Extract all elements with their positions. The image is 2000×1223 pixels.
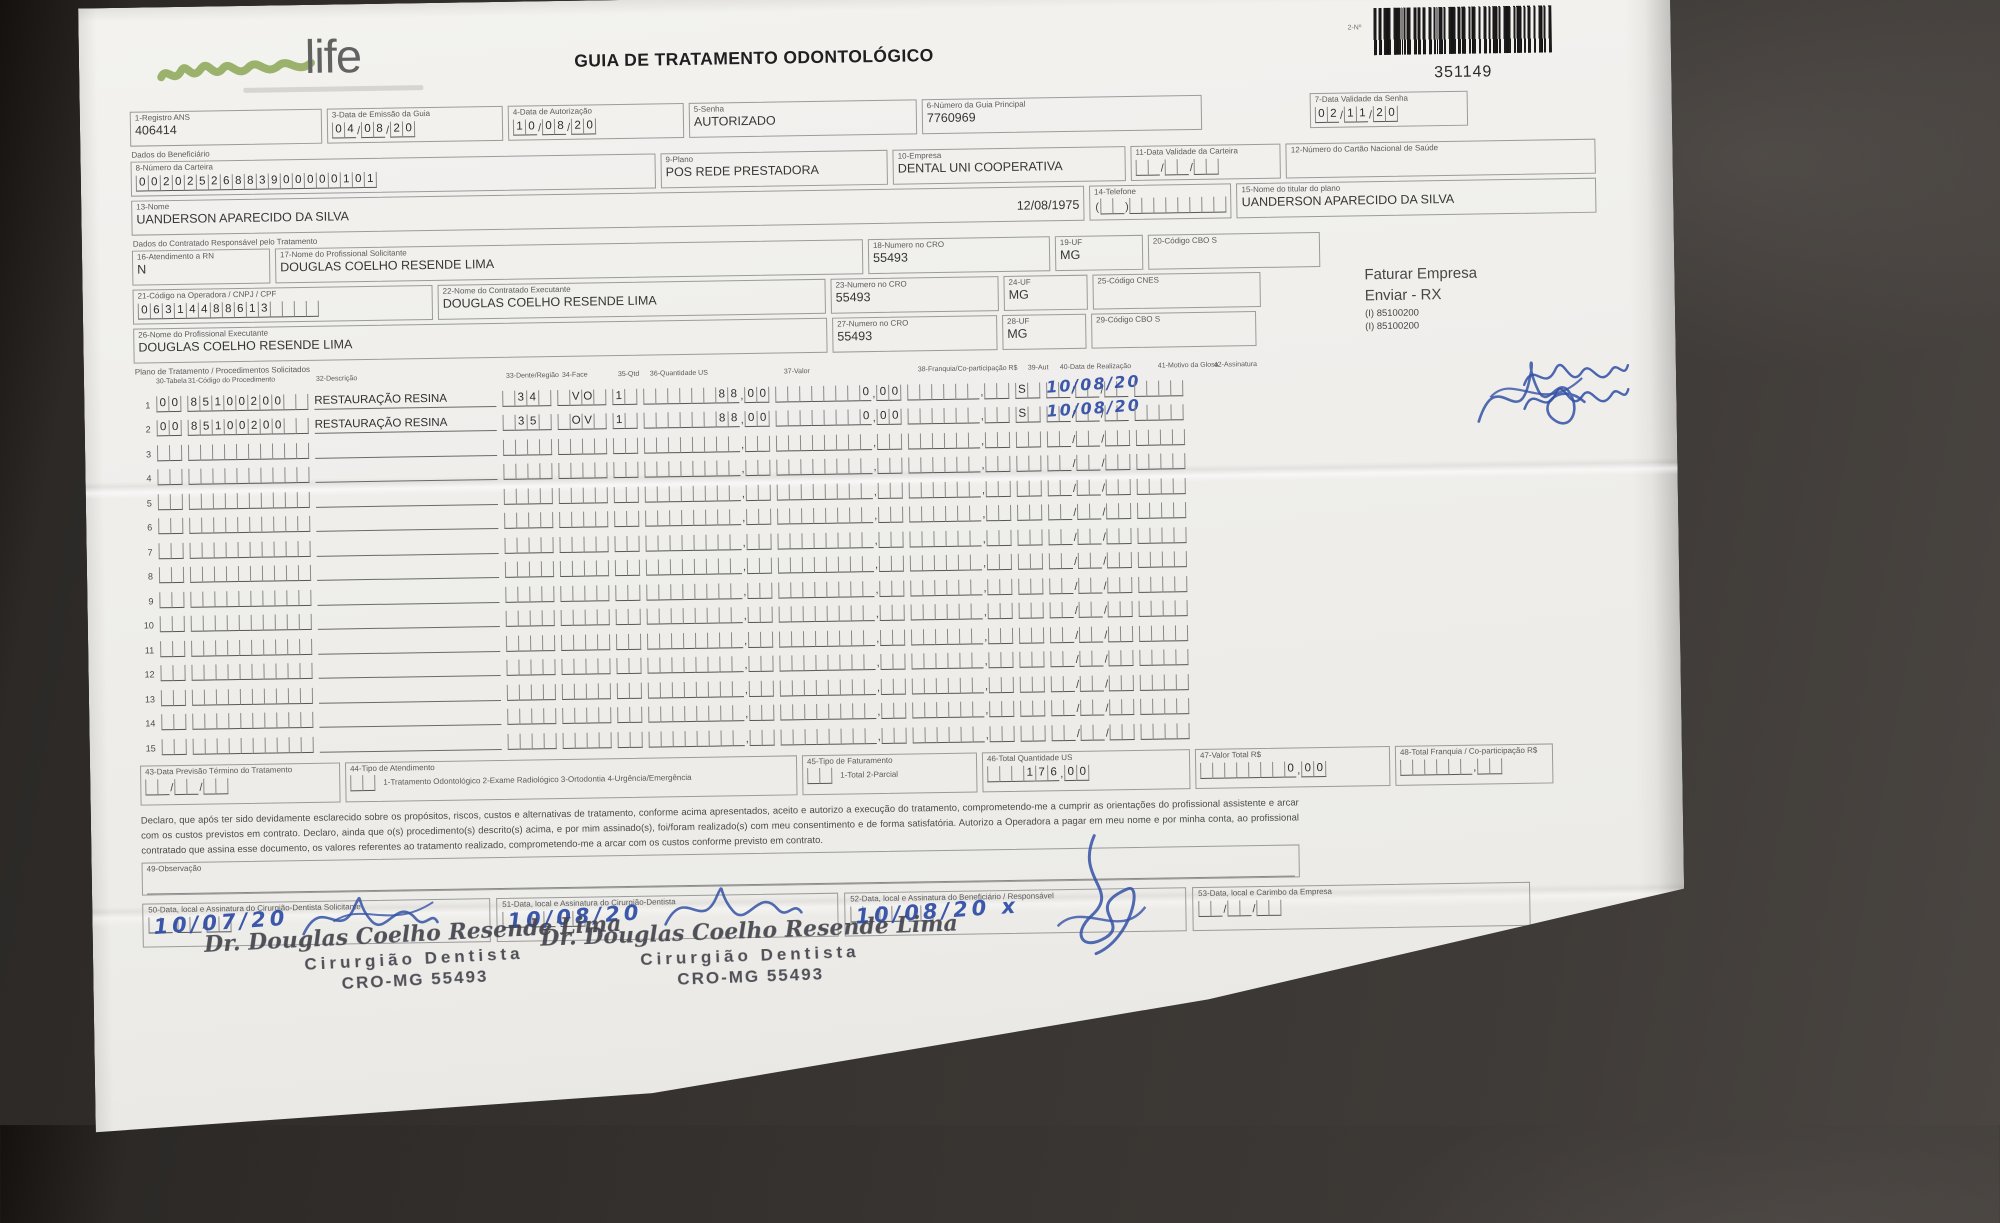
- procedure-table: 30-Tabela 31-Código do Procedimento 32-Des…: [134, 356, 1590, 755]
- field-uf-executante: 24-UF MG: [1003, 275, 1088, 311]
- column-header: 37-Valor: [783, 368, 810, 376]
- column-header: 31-Código do Procedimento: [187, 376, 276, 385]
- signature-cell: [1196, 712, 1590, 738]
- billing-notes: Faturar Empresa Enviar - RX (I) 85100200…: [1364, 265, 1478, 334]
- field-empresa: 10-Empresa DENTAL UNI COOPERATIVA: [893, 146, 1126, 185]
- column-header: 38-Franquia/Co-participação R$: [917, 364, 1018, 374]
- barcode-number: 351149: [1434, 63, 1493, 82]
- field-tipo-atendimento: 44-Tipo de Atendimento 1-Tratamento Odon…: [345, 755, 798, 802]
- procedure-description: [320, 733, 502, 752]
- beneficiary-name: UANDERSON APARECIDO DA SILVA: [136, 209, 350, 227]
- column-header: 34-Face: [561, 371, 588, 379]
- field-total-franquia: 48-Total Franquia / Co-participação R$ ,: [1395, 743, 1554, 785]
- procedure-description: RESTAURAÇÃO RESINA: [314, 390, 496, 409]
- procedure-description: [318, 635, 500, 654]
- field-cbo-executante: 29-Código CBO S: [1091, 311, 1257, 349]
- barcode-label: 2-Nº: [1347, 24, 1362, 32]
- procedure-description: [319, 684, 501, 703]
- field-uf-prof-executante: 28-UF MG: [1002, 314, 1087, 350]
- field-cro-solicitante: 18-Numero no CRO 55493: [868, 236, 1051, 274]
- field-cbo-solicitante: 20-Código CBO S: [1148, 232, 1321, 270]
- procedure-description: [317, 586, 499, 605]
- procedure-description: [315, 464, 497, 483]
- field-previsao-termino: 43-Data Previsão Término do Tratamento /…: [140, 762, 341, 805]
- procedure-description: [318, 611, 500, 630]
- column-header: 42-Assinatura: [1213, 361, 1258, 369]
- field-profissional-executante: 26-Nome do Profissional Executante DOUGL…: [133, 318, 827, 364]
- field-carimbo-empresa: 53-Data, local e Carimbo da Empresa / /: [1192, 881, 1531, 930]
- field-validade-senha: 7-Data Validade da Senha 0 2/1 1/2 0: [1310, 91, 1469, 128]
- field-cro-executante: 23-Numero no CRO 55493: [830, 276, 999, 314]
- column-header: 33-Dente/Região: [505, 371, 559, 380]
- column-header: 32-Descrição: [315, 375, 358, 383]
- note-enviar-rx: Enviar - RX: [1364, 286, 1442, 305]
- procedure-description: [318, 660, 500, 679]
- procedure-description: [315, 439, 497, 458]
- field-data-autorizacao: 4-Data de Autorização 1 0/0 8/2 0: [508, 103, 685, 141]
- barcode-block: 2-Nº 351149: [1373, 5, 1552, 83]
- signature-zone: 50-Data, local e Assinatura do Cirurgião…: [142, 880, 1610, 1133]
- tipo-atendimento-legend: 1-Tratamento Odontológico 2-Exame Radiol…: [383, 772, 692, 787]
- dental-treatment-form: life GUIA DE TRATAMENTO ODONTOLÓGICO 2-N…: [129, 19, 1611, 1133]
- procedure-description: [319, 709, 501, 728]
- procedure-description: [317, 562, 499, 581]
- field-cro-prof-executante: 27-Numero no CRO 55493: [832, 315, 998, 353]
- field-cnes: 25-Código CNES: [1092, 272, 1261, 310]
- note-code-2: (I) 85100200: [1365, 320, 1420, 333]
- column-header: 35-Qtd: [617, 370, 640, 379]
- field-profissional-solicitante: 17-Nome do Profissional Solicitante DOUG…: [275, 239, 863, 283]
- field-registro-ans: 1-Registro ANS 406414: [130, 109, 323, 147]
- field-data-emissao: 3-Data de Emissão da Guia 0 4/0 8/2 0: [327, 106, 504, 144]
- field-telefone: 14-Telefone ( ): [1089, 183, 1232, 220]
- barcode-icon: [1373, 5, 1552, 55]
- tipo-faturamento-legend: 1-Total 2-Parcial: [840, 769, 899, 780]
- beneficiary-birthdate: 12/08/1975: [1016, 197, 1080, 213]
- field-validade-carteira: 11-Data Validade da Carteira / /: [1130, 144, 1281, 181]
- field-plano: 9-Plano POS REDE PRESTADORA: [660, 150, 888, 189]
- column-header: 39-Aut: [1027, 364, 1049, 372]
- column-header: 40-Data de Realização: [1059, 363, 1132, 372]
- logo-tagline: [243, 85, 423, 93]
- procedure-description: [316, 513, 498, 532]
- signature-cell: [1190, 394, 1585, 420]
- column-header: 41-Motivo da Glosa: [1157, 361, 1219, 370]
- column-header: 30-Tabela: [155, 377, 187, 386]
- paper-form: life GUIA DE TRATAMENTO ODONTOLÓGICO 2-N…: [78, 0, 1689, 1223]
- field-contratado-executante: 22-Nome do Contratado Executante DOUGLAS…: [437, 279, 826, 320]
- procedure-description: [316, 488, 498, 507]
- field-titular-plano: 15-Nome do titular do plano UANDERSON AP…: [1236, 178, 1596, 219]
- field-cartao-nacional-saude: 12-Número do Cartão Nacional de Saúde: [1286, 139, 1596, 179]
- field-senha: 5-Senha AUTORIZADO: [689, 99, 918, 138]
- field-uf-solicitante: 19-UF MG: [1055, 235, 1144, 271]
- column-header: 36-Quantidade US: [649, 369, 708, 378]
- field-atendimento-rn: 16-Atendimento a RN N: [132, 249, 271, 286]
- note-faturar: Faturar Empresa: [1364, 264, 1478, 284]
- field-numero-guia-principal: 6-Número da Guia Principal 7760969: [922, 95, 1203, 134]
- procedure-description: RESTAURAÇÃO RESINA: [315, 415, 497, 434]
- dentist-stamp: Dr. Douglas Coelho Resende Lima Cirurgiã…: [539, 909, 959, 989]
- field-tipo-faturamento: 45-Tipo de Faturamento 1-Total 2-Parcial: [802, 752, 978, 795]
- procedure-description: [316, 537, 498, 556]
